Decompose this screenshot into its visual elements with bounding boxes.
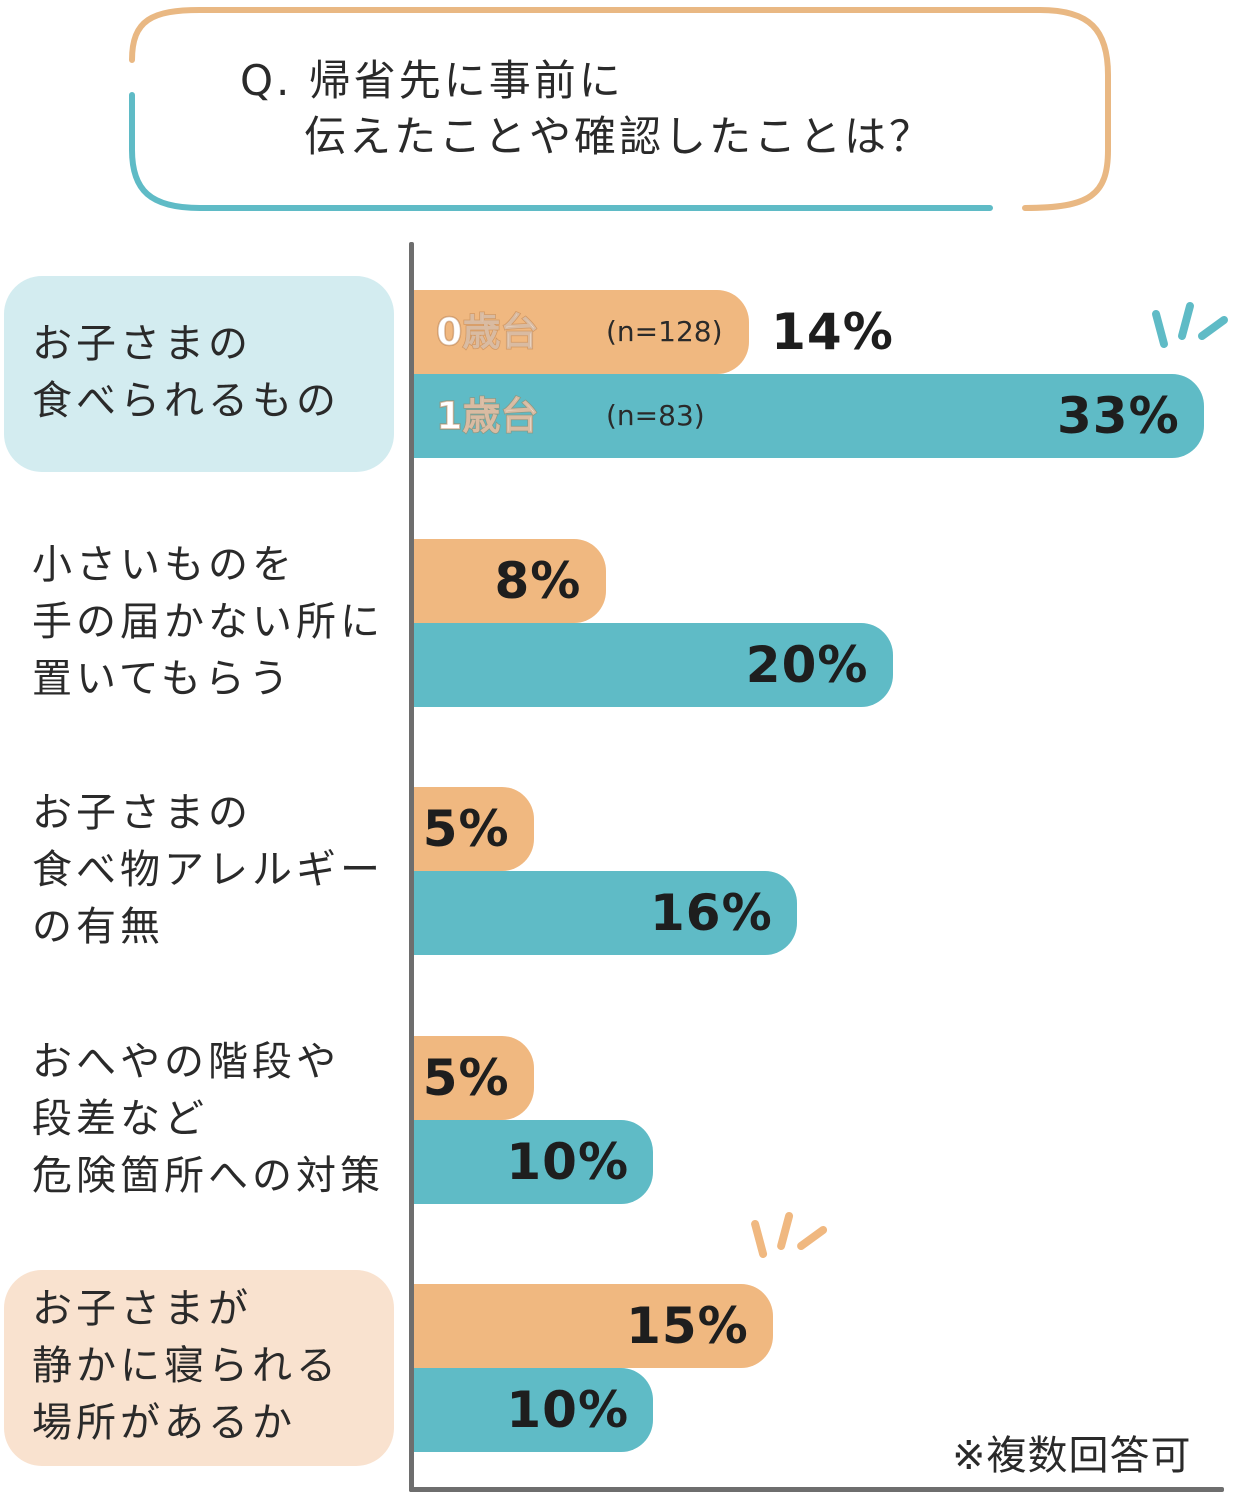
bar-label-s1-c5: 10% bbox=[506, 1381, 630, 1439]
category-label-2: 小さいものを 手の届かない所に 置いてもらう bbox=[32, 542, 384, 702]
category-label-4: おへやの階段や 段差など 危険箇所への対策 bbox=[32, 1039, 384, 1199]
question-line-1: Q. 帰省先に事前に bbox=[240, 56, 624, 105]
bar-label-s1-c4: 10% bbox=[506, 1133, 630, 1191]
legend-series-1: 1歳台 bbox=[435, 393, 539, 439]
bar-s0-c1 bbox=[414, 290, 750, 374]
bar-label-s1-c1: 33% bbox=[1057, 387, 1180, 445]
bar-s1-c3 bbox=[414, 871, 798, 955]
question-frame-teal-stroke bbox=[129, 92, 993, 211]
bar-label-s0-c4: 5% bbox=[422, 1049, 510, 1107]
question-frame bbox=[129, 7, 1111, 211]
category-highlight-1 bbox=[4, 276, 394, 472]
question-frame-orange-stroke bbox=[129, 7, 1111, 211]
bar-s1-c1 bbox=[414, 374, 1204, 458]
category-label-3: お子さまの 食べ物アレルギー の有無 bbox=[32, 790, 384, 950]
bar-label-s0-c3: 5% bbox=[422, 800, 510, 858]
bar-s0-c2 bbox=[414, 539, 606, 623]
bar-s1-c5 bbox=[414, 1368, 654, 1452]
multiple-answers-note: ※複数回答可 bbox=[952, 1433, 1192, 1479]
question-line-2: 伝えたことや確認したことは？ bbox=[304, 112, 935, 161]
bar-s0-c3 bbox=[414, 787, 534, 871]
y-axis-line bbox=[409, 242, 414, 1492]
bar-label-s0-c1: 14% bbox=[771, 303, 894, 361]
bar-label-s0-c5: 15% bbox=[626, 1297, 749, 1355]
category-label-5: お子さまが 静かに寝られる 場所があるか bbox=[32, 1286, 340, 1446]
bar-s0-c5 bbox=[414, 1284, 774, 1368]
category-label-1: お子さまの 食べられるもの bbox=[32, 321, 340, 424]
bar-label-s1-c2: 20% bbox=[745, 636, 869, 694]
legend-series-0: 0歳台 bbox=[435, 309, 539, 355]
bar-s1-c2 bbox=[414, 623, 893, 707]
x-axis-line bbox=[409, 1487, 1224, 1492]
bar-label-s1-c3: 16% bbox=[650, 884, 773, 942]
legend-n-series-1: (n=83) bbox=[606, 399, 705, 432]
bar-s0-c4 bbox=[414, 1036, 534, 1120]
bar-s1-c4 bbox=[414, 1120, 654, 1204]
category-highlight-5 bbox=[4, 1270, 394, 1466]
legend-n-series-0: (n=128) bbox=[606, 315, 723, 348]
bar-label-s0-c2: 8% bbox=[494, 552, 582, 610]
